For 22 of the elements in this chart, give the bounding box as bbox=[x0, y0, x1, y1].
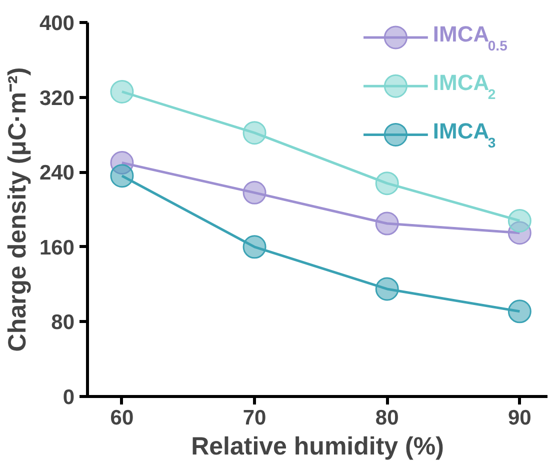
point bbox=[110, 80, 134, 104]
y-tick-label: 80 bbox=[51, 311, 74, 334]
x-axis-title: Relative humidity (%) bbox=[191, 432, 444, 460]
y-axis-title: Charge density (μC·m⁻²) bbox=[3, 67, 32, 352]
point bbox=[242, 235, 266, 259]
x-tick-label: 60 bbox=[110, 406, 134, 430]
y-tick-label: 320 bbox=[39, 86, 75, 110]
point bbox=[375, 212, 399, 236]
point bbox=[110, 164, 134, 188]
point bbox=[375, 277, 399, 301]
y-tick-label: 400 bbox=[39, 12, 75, 35]
y-tick-label: 0 bbox=[62, 386, 75, 409]
point bbox=[242, 121, 266, 145]
point bbox=[242, 180, 266, 204]
y-tick-label: 160 bbox=[39, 236, 75, 260]
point bbox=[375, 172, 399, 196]
x-tick-label: 80 bbox=[375, 406, 399, 430]
point bbox=[508, 208, 532, 232]
x-tick-label: 70 bbox=[242, 406, 266, 430]
x-tick-label: 90 bbox=[508, 406, 532, 430]
point bbox=[508, 300, 532, 324]
y-tick-label: 240 bbox=[39, 162, 75, 185]
